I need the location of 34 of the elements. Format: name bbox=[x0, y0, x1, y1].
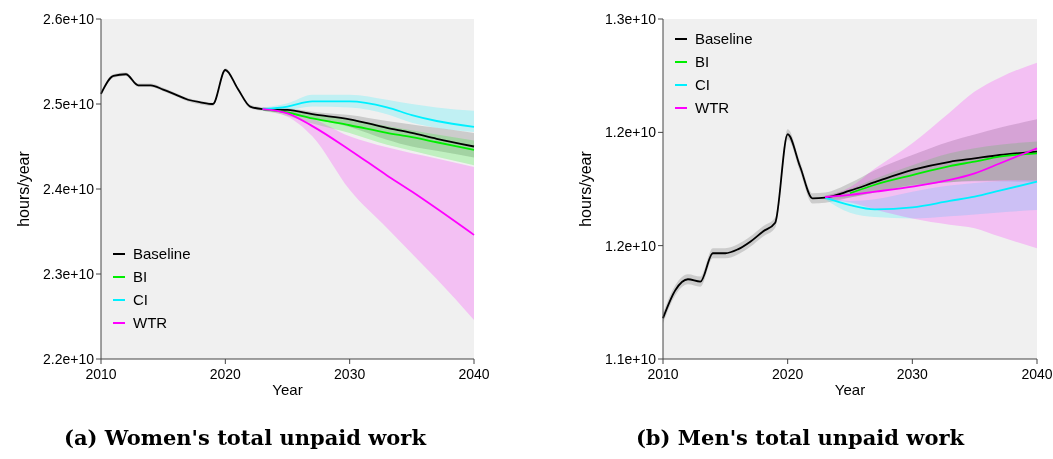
y-tick-label: 1.2e+10 bbox=[605, 237, 657, 254]
y-axis-title: hours/year bbox=[15, 150, 32, 227]
x-tick-label: 2040 bbox=[1021, 366, 1053, 382]
x-tick-label: 2020 bbox=[209, 366, 242, 382]
y-tick-label: 1.1e+10 bbox=[605, 351, 657, 367]
x-tick-label: 2010 bbox=[647, 366, 679, 382]
text: (b) Men's total unpaid work bbox=[635, 425, 965, 450]
x-tick-label: 2040 bbox=[458, 366, 490, 382]
line-series bbox=[824, 180, 1038, 211]
legend-label: WTR bbox=[133, 314, 168, 331]
legend-label: CI bbox=[695, 76, 710, 93]
line-series bbox=[261, 108, 475, 236]
x-tick-label: 2030 bbox=[896, 366, 929, 382]
legend-label: BI bbox=[133, 268, 148, 285]
y-axis-title: hours/year bbox=[577, 150, 594, 227]
y-tick-label: 2.5e+10 bbox=[43, 96, 95, 112]
legend-label: BI bbox=[695, 53, 710, 70]
x-tick-label: 2010 bbox=[85, 366, 117, 382]
text: (a) Women's total unpaid work bbox=[64, 425, 427, 450]
legend-label: Baseline bbox=[133, 245, 191, 262]
y-tick-label: 2.2e+10 bbox=[43, 351, 95, 367]
x-axis-title: Year bbox=[272, 381, 303, 398]
y-tick-label: 2.6e+10 bbox=[43, 11, 95, 27]
y-tick-label: 2.4e+10 bbox=[43, 181, 95, 197]
y-tick-label: 1.3e+10 bbox=[605, 11, 657, 27]
line-series bbox=[849, 152, 1038, 195]
y-tick-label: 1.2e+10 bbox=[605, 124, 657, 141]
x-tick-label: 2020 bbox=[772, 366, 804, 382]
legend-label: WTR bbox=[695, 99, 730, 116]
x-axis-title: Year bbox=[834, 381, 866, 398]
y-tick-label: 2.3e+10 bbox=[43, 266, 95, 282]
legend-label: Baseline bbox=[695, 30, 753, 47]
x-tick-label: 2030 bbox=[334, 366, 366, 382]
legend-label: CI bbox=[133, 291, 148, 308]
